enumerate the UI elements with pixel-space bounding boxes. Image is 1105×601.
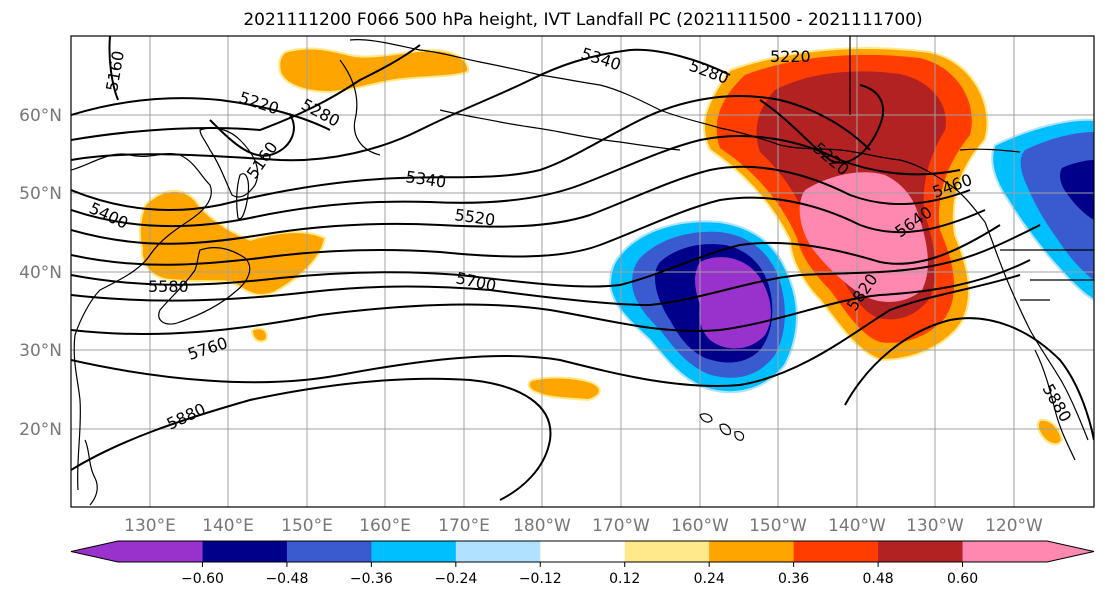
contour-label: 5580 bbox=[148, 277, 189, 296]
colorbar-swatch bbox=[878, 541, 964, 562]
coastline-kamchatka bbox=[199, 127, 259, 198]
ivt-negative-region-coast-navy bbox=[1060, 160, 1094, 220]
lon-label: 150°W bbox=[749, 516, 807, 536]
coastline-hawaii bbox=[699, 413, 745, 441]
contour-5760 bbox=[71, 259, 1031, 335]
lon-label: 160°W bbox=[671, 516, 729, 536]
longitude-labels: 130°E 140°E 150°E 160°E 170°E 180°W 170°… bbox=[124, 516, 1043, 536]
ivt-positive-region-bering bbox=[278, 47, 470, 94]
coastline-baja bbox=[1034, 349, 1076, 461]
coastline-sakhalin bbox=[236, 173, 250, 220]
colorbar-tick-label: −0.36 bbox=[350, 571, 393, 587]
colorbar-tick-label: 0.48 bbox=[863, 571, 894, 587]
ivt-negative-region-purple bbox=[695, 257, 771, 349]
colorbar-tick-label: 0.12 bbox=[609, 571, 640, 587]
ivt-positive-region-small bbox=[527, 376, 601, 402]
lon-label: 140°E bbox=[202, 516, 254, 536]
colorbar-tick-label: 0.24 bbox=[694, 571, 725, 587]
coastline-alaska-interior bbox=[339, 59, 381, 156]
colorbar-swatch bbox=[540, 541, 626, 562]
contour-5580 bbox=[71, 196, 986, 266]
contour-5400 bbox=[71, 95, 871, 211]
contour-label: 5220 bbox=[770, 47, 811, 66]
contour-5460 bbox=[71, 135, 961, 228]
contour-5520 bbox=[71, 165, 971, 245]
colorbar-tick-label: −0.60 bbox=[181, 571, 224, 587]
colorbar-tick-label: −0.24 bbox=[434, 571, 477, 587]
latitude-labels: 60°N 50°N 40°N 30°N 20°N bbox=[19, 106, 62, 440]
map-border bbox=[70, 35, 1095, 508]
lat-label: 40°N bbox=[19, 263, 62, 283]
coastline-west-coast bbox=[984, 221, 1089, 441]
contour-5640 bbox=[71, 224, 1001, 288]
lon-label: 140°W bbox=[828, 516, 886, 536]
contour-5160-west bbox=[108, 36, 119, 101]
contour-5220-west bbox=[71, 97, 331, 131]
graticule bbox=[71, 36, 1094, 507]
colorbar-swatch bbox=[202, 541, 288, 562]
lat-label: 30°N bbox=[19, 341, 62, 361]
lon-label: 150°E bbox=[281, 516, 333, 536]
colorbar-swatch bbox=[71, 541, 203, 562]
coastline-aleutians bbox=[439, 109, 681, 151]
colorbar-swatch bbox=[793, 541, 879, 562]
colorbar-swatch bbox=[962, 541, 1094, 562]
contour-5340 bbox=[71, 48, 731, 162]
map-area: 5160 5220 5280 5160 5400 5580 5760 5880 … bbox=[71, 36, 1094, 507]
lon-label: 130°E bbox=[124, 516, 176, 536]
ivt-positive-region-small bbox=[250, 327, 268, 343]
colorbar-swatch bbox=[455, 541, 541, 562]
ivt-positive-region-japan bbox=[138, 190, 327, 296]
lon-label: 160°E bbox=[359, 516, 411, 536]
ivt-positive-region-small bbox=[1036, 418, 1064, 446]
lon-label: 170°W bbox=[592, 516, 650, 536]
coastline-us-states bbox=[1000, 249, 1094, 301]
lon-label: 120°W bbox=[985, 516, 1043, 536]
contour-5700 bbox=[71, 224, 1041, 307]
lon-label: 130°W bbox=[906, 516, 964, 536]
coastline-japan bbox=[158, 247, 251, 325]
map-title: 2021111200 F066 500 hPa height, IVT Land… bbox=[243, 10, 922, 30]
coastline-alaska bbox=[349, 39, 986, 223]
height-contours bbox=[71, 36, 1094, 501]
lon-label: 180°W bbox=[513, 516, 571, 536]
colorbar-swatch bbox=[624, 541, 710, 562]
contour-5160-kamchatka bbox=[209, 114, 295, 157]
colorbar-swatch bbox=[709, 541, 795, 562]
lon-label: 170°E bbox=[438, 516, 490, 536]
colorbar-swatch bbox=[286, 541, 372, 562]
contour-5880-east bbox=[844, 317, 1094, 441]
colorbar-tick-label: −0.12 bbox=[519, 571, 562, 587]
colorbar-outline bbox=[70, 540, 1095, 563]
coastline-philippines bbox=[84, 439, 98, 506]
contour-5880-west bbox=[71, 377, 552, 501]
lat-label: 50°N bbox=[19, 184, 62, 204]
colorbar-tick-label: −0.48 bbox=[265, 571, 308, 587]
lat-label: 60°N bbox=[19, 106, 62, 126]
coastline-asia bbox=[71, 152, 212, 491]
colorbar: −0.60 −0.48 −0.36 −0.24 −0.12 0.12 0.24 0.36 0.4… bbox=[70, 540, 1095, 587]
contour-5820 bbox=[71, 274, 1021, 387]
colorbar-swatch bbox=[371, 541, 457, 562]
coastlines bbox=[71, 36, 1094, 506]
colorbar-tick-label: 0.60 bbox=[947, 571, 978, 587]
coastline-canada-border bbox=[849, 36, 1021, 153]
lat-label: 20°N bbox=[19, 420, 62, 440]
contour-5220-trough bbox=[759, 84, 885, 164]
colorbar-tick-label: 0.36 bbox=[778, 571, 809, 587]
